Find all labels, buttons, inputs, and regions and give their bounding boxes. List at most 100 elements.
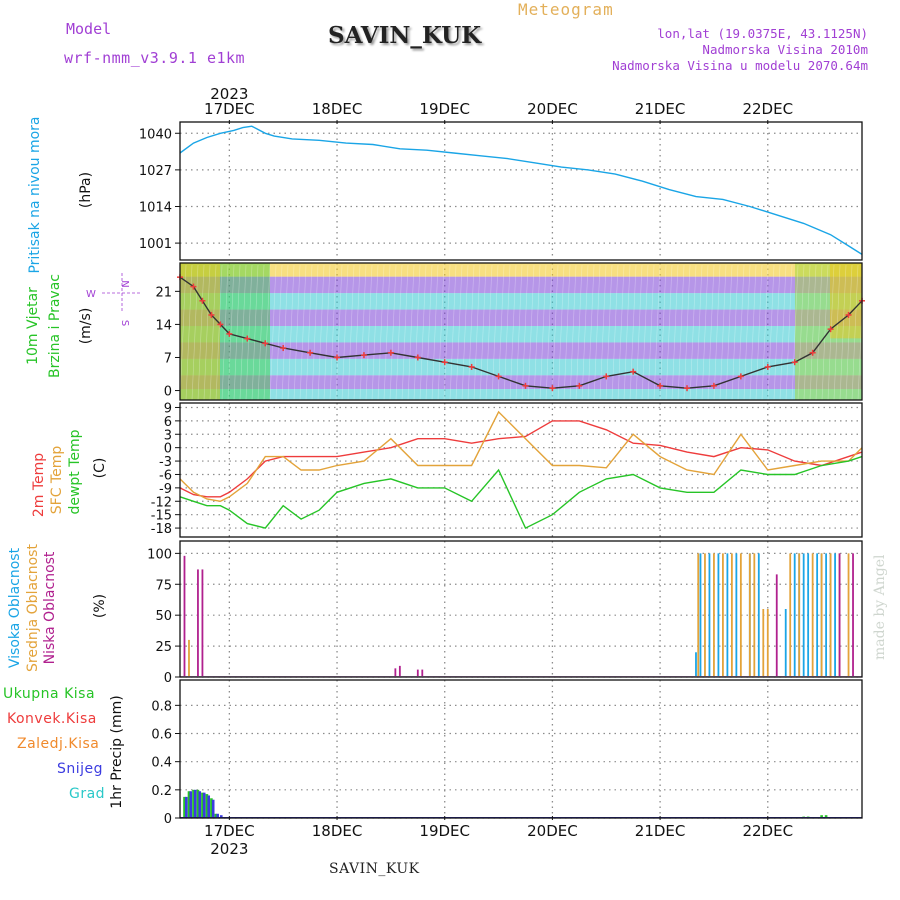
y-tick-label: 9 xyxy=(164,401,172,416)
wind-hatch xyxy=(809,264,817,401)
y-tick-label: 1001 xyxy=(139,237,172,252)
clouds-bar xyxy=(708,553,711,677)
y-tick-label: -12 xyxy=(151,495,172,510)
wind-band-left xyxy=(180,263,270,400)
wind-hatch xyxy=(179,264,187,401)
clouds-bar xyxy=(753,553,756,677)
wind-hatch xyxy=(695,264,703,401)
wind-hatch xyxy=(617,264,625,401)
model-version: wrf-nmm_v3.9.1 e1km xyxy=(64,49,246,67)
day-label-top: 18DEC xyxy=(312,100,363,118)
wind-hatch xyxy=(203,264,211,401)
compass-north: N xyxy=(119,280,130,287)
clouds-bar xyxy=(183,555,186,677)
precip-bar xyxy=(196,789,200,818)
compass-west: W xyxy=(86,289,96,300)
year-label-bottom: 2023 xyxy=(210,840,248,858)
clouds-bar xyxy=(730,553,733,677)
day-label-bottom: 19DEC xyxy=(419,822,470,840)
clouds-bar xyxy=(807,553,810,677)
wind-hatch xyxy=(569,264,577,401)
precip-bar xyxy=(205,794,209,818)
wind-hatch xyxy=(269,264,277,401)
clouds-bar xyxy=(699,553,702,677)
wind-hatch xyxy=(365,264,373,401)
wind-hatch xyxy=(815,264,823,401)
temperature-series-0 xyxy=(179,420,863,498)
clouds-bar xyxy=(739,553,742,677)
y-tick-label: 1040 xyxy=(139,127,172,142)
clouds-bar xyxy=(838,553,841,677)
wind-hatch xyxy=(305,264,313,401)
station-title: SAVIN_KUK xyxy=(328,22,482,49)
clouds-bar xyxy=(847,553,850,677)
wind-hatch xyxy=(515,264,523,401)
wind-hatch xyxy=(659,264,667,401)
wind-hatch xyxy=(791,264,799,401)
wind-hatch xyxy=(299,264,307,401)
wind-hatch xyxy=(191,264,199,401)
day-label-bottom: 17DEC xyxy=(204,822,255,840)
wind-hatch xyxy=(833,264,841,401)
day-label-bottom: 18DEC xyxy=(312,822,363,840)
clouds-bar xyxy=(816,553,819,677)
wind-hatch xyxy=(623,264,631,401)
wind-hatch xyxy=(545,264,553,401)
wind-hatch xyxy=(485,264,493,401)
clouds-bar xyxy=(695,652,697,677)
wind-hatch xyxy=(257,264,265,401)
y-tick-label: 0.6 xyxy=(151,728,172,743)
wind-panel-frame xyxy=(179,262,863,401)
wind-hatch xyxy=(857,264,865,401)
temperature-series-2 xyxy=(179,455,863,530)
y-tick-label: -15 xyxy=(151,509,172,524)
wind-hatch xyxy=(647,264,655,401)
precip-bar xyxy=(184,796,188,818)
wind-hatch xyxy=(509,264,517,401)
station-altitude-line: Nadmorska Visina 2010m xyxy=(702,42,868,57)
clouds-panel-frame xyxy=(179,540,863,678)
wind-hatch xyxy=(347,264,355,401)
pressure-series-0 xyxy=(179,125,863,255)
wind-hatch xyxy=(227,264,235,401)
clouds-bar xyxy=(766,609,769,677)
wind-hatch xyxy=(371,264,379,401)
wind-hatch xyxy=(479,264,487,401)
day-label-top: 22DEC xyxy=(742,100,793,118)
wind-hatch xyxy=(221,264,229,401)
clouds-bar xyxy=(757,553,760,677)
wind-hatch xyxy=(281,264,289,401)
wind-hatch xyxy=(701,264,709,401)
wind-hatch xyxy=(389,264,397,401)
y-tick-label: 0 xyxy=(164,671,172,686)
wind-hatch xyxy=(845,264,853,401)
wind-hatch xyxy=(449,264,457,401)
product-title: Meteogram xyxy=(518,0,614,19)
y-tick-label: 0 xyxy=(164,442,172,457)
wind-hatch xyxy=(293,264,301,401)
clouds-bar xyxy=(820,553,823,677)
clouds-bar xyxy=(798,553,801,677)
wind-hatch xyxy=(677,264,685,401)
y-tick-label: 75 xyxy=(155,578,172,593)
clouds-bar xyxy=(704,553,706,677)
clouds-bar xyxy=(197,569,199,677)
clouds-bar xyxy=(421,669,424,677)
y-tick-label: 0.2 xyxy=(151,784,172,799)
wind-hatch xyxy=(209,264,217,401)
day-label-top: 20DEC xyxy=(527,100,578,118)
coordinates-line: lon,lat (19.0375E, 43.1125N) xyxy=(657,26,868,41)
wind-hatch xyxy=(287,264,295,401)
precip-bar xyxy=(187,791,191,818)
wind-hatch xyxy=(689,264,697,401)
clouds-bar xyxy=(784,609,787,677)
wind-hatch xyxy=(419,264,427,401)
y-tick-label: 3 xyxy=(164,428,172,443)
wind-hatch xyxy=(851,264,859,401)
wind-hatch xyxy=(467,264,475,401)
wind-hatch xyxy=(743,264,751,401)
wind-hatch xyxy=(539,264,547,401)
wind-hatch xyxy=(635,264,643,401)
wind-hatch xyxy=(491,264,499,401)
